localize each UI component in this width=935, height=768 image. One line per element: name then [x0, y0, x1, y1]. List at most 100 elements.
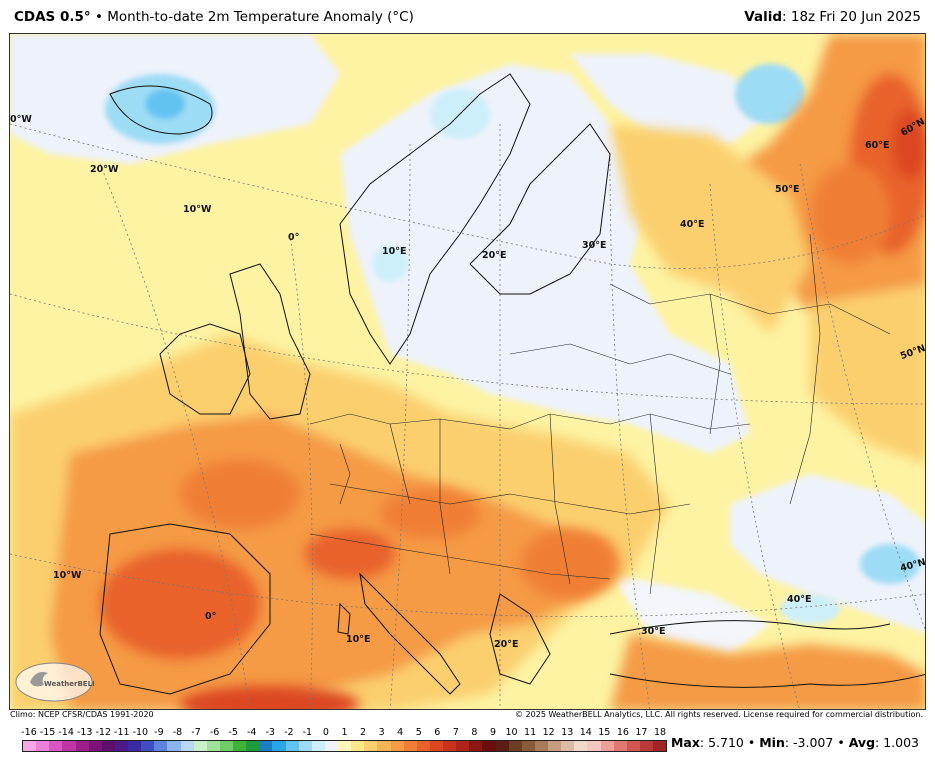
lon-label-0-south: 0° — [205, 611, 217, 622]
colorbar-tick-label: -7 — [191, 727, 201, 738]
colorbar-tick-label: -16 — [21, 727, 37, 738]
stats-separator: • — [747, 735, 756, 750]
colorbar-tick-label: 9 — [489, 727, 496, 738]
colorbar-tick-label: -13 — [76, 727, 93, 738]
colorbar-swatch — [75, 741, 89, 751]
colorbar-swatch — [154, 741, 168, 751]
colorbar-swatch — [377, 741, 391, 751]
colorbar-tick-label: -12 — [95, 727, 111, 738]
lon-label-10w-north: 10°W — [183, 204, 212, 215]
map-header: CDAS 0.5° • Month-to-date 2m Temperature… — [0, 0, 935, 32]
weatherbell-logo: WeatherBELL — [15, 662, 94, 702]
colorbar-swatch — [600, 741, 614, 751]
colorbar-swatch — [548, 741, 562, 751]
colorbar-swatch — [23, 741, 37, 751]
min-label: Min — [759, 735, 785, 750]
colorbar-swatch — [101, 741, 115, 751]
colorbar-swatch — [521, 741, 535, 751]
anomaly-map: 0°W 20°W 10°W 0° 10°E 20°E 30°E 40°E 50°… — [9, 33, 926, 710]
colorbar-swatch — [338, 741, 352, 751]
colorbar-swatch — [639, 741, 653, 751]
colorbar-tick-label: 11 — [524, 727, 537, 738]
lon-label-40e-north: 40°E — [680, 219, 705, 230]
colorbar-swatch — [351, 741, 365, 751]
colorbar-tick-label: 7 — [452, 727, 459, 738]
lon-label-20e-north: 20°E — [482, 250, 507, 261]
colorbar-swatch — [167, 741, 181, 751]
colorbar-tick-label: 12 — [542, 727, 555, 738]
colorbar-swatch — [272, 741, 286, 751]
colorbar-swatch — [324, 741, 338, 751]
avg-value: : 1.003 — [875, 735, 919, 750]
coastlines — [99, 73, 925, 695]
colorbar-swatch — [233, 741, 247, 751]
colorbar-swatch — [653, 741, 667, 751]
strong-warm-anomaly-areas — [100, 74, 925, 709]
colorbar-swatch — [587, 741, 601, 751]
lon-label-30e-south: 30°E — [641, 626, 666, 637]
colorbar-tick-label: 18 — [653, 727, 667, 738]
colorbar-tick-label: 4 — [397, 727, 404, 738]
svg-text:WeatherBELL: WeatherBELL — [44, 680, 94, 688]
climo-credit: Climo: NCEP CFSR/CDAS 1991-2020 — [10, 710, 154, 719]
colorbar-tick-label: 6 — [434, 727, 441, 738]
colorbar-tick-label: 17 — [635, 727, 648, 738]
lon-label-30e-north: 30°E — [582, 240, 607, 251]
colorbar-swatch — [495, 741, 509, 751]
colorbar-swatch — [219, 741, 233, 751]
copyright-credit: © 2025 WeatherBELL Analytics, LLC. All r… — [515, 710, 923, 719]
colorbar-tick-label: -1 — [302, 727, 313, 738]
colorbar-swatch — [443, 741, 457, 751]
min-value: : -3.007 — [784, 735, 834, 750]
lon-label-0w: 0°W — [10, 114, 32, 125]
colorbar-swatch — [390, 741, 404, 751]
colorbar-swatch — [429, 741, 443, 751]
colorbar-tick-label: 1 — [341, 727, 348, 738]
colorbar-swatch — [416, 741, 430, 751]
colorbar-swatch — [49, 741, 63, 751]
colorbar-tick-label: -11 — [114, 727, 130, 738]
colorbar-swatch — [193, 741, 207, 751]
colorbar-swatch — [574, 741, 588, 751]
colorbar-tick-label: -15 — [39, 727, 56, 738]
colorbar-swatch — [88, 741, 102, 751]
colorbar-tick-label: -3 — [265, 727, 275, 738]
colorbar-tick-label: 14 — [579, 727, 592, 738]
colorbar-swatch — [311, 741, 325, 751]
colorbar-swatch — [285, 741, 299, 751]
anomaly-field — [10, 34, 925, 709]
colorbar-swatch — [206, 741, 220, 751]
map-title: Month-to-date 2m Temperature Anomaly (°C… — [107, 9, 414, 25]
colorbar-tick-label: -2 — [284, 727, 294, 738]
colorbar-swatch — [114, 741, 128, 751]
colorbar-swatch — [259, 741, 273, 751]
valid-label: Valid — [744, 9, 783, 25]
colorbar-tick-label: 0 — [322, 727, 329, 738]
colorbar-swatch — [508, 741, 522, 751]
colorbar-tick-label: -5 — [228, 727, 238, 738]
colorbar-swatch — [403, 741, 417, 751]
colorbar-swatch — [364, 741, 378, 751]
colorbar-swatch — [246, 741, 260, 751]
colorbar-swatch — [180, 741, 194, 751]
colorbar-swatch — [469, 741, 483, 751]
colorbar-swatch — [482, 741, 496, 751]
colorbar-swatch — [128, 741, 142, 751]
lon-label-20e-south: 20°E — [494, 639, 519, 650]
colorbar-tick-label: -6 — [209, 727, 220, 738]
colorbar-tick-label: -10 — [132, 727, 149, 738]
colorbar-swatch — [534, 741, 548, 751]
colorbar-swatch — [62, 741, 76, 751]
lon-label-0-north: 0° — [288, 232, 300, 243]
colorbar-tick-label: -8 — [172, 727, 183, 738]
lon-label-10e-north: 10°E — [382, 246, 407, 257]
lon-label-20w: 20°W — [90, 164, 119, 175]
colorbar-labels: -16 -15 -14 -13 -12 -11 -10 -9 -8 -7 -6 -5 -4 -3 -2 -1 0… — [21, 727, 672, 739]
max-value: : 5.710 — [699, 735, 744, 750]
graticule — [10, 123, 925, 709]
model-name: CDAS 0.5° — [14, 9, 91, 25]
colorbar-tick-label: 15 — [598, 727, 611, 738]
colorbar-swatch — [141, 741, 155, 751]
country-borders — [309, 233, 891, 595]
field-stats: Max: 5.710 • Min: -3.007 • Avg: 1.003 — [671, 735, 919, 750]
